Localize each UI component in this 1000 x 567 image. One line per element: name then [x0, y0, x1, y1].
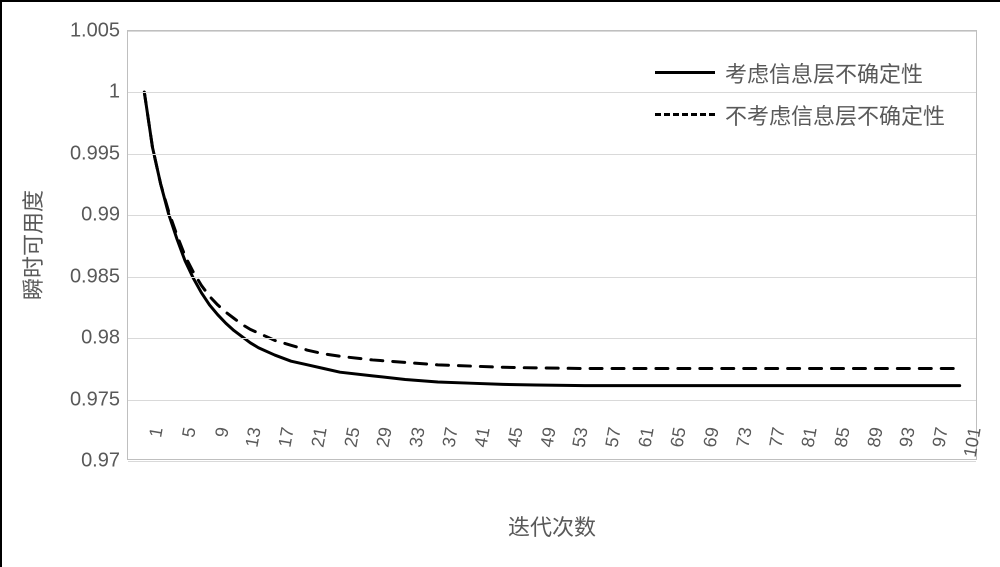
legend-item: 考虑信息层不确定性	[655, 57, 945, 89]
plot-area: 考虑信息层不确定性不考虑信息层不确定性 0.970.9750.980.9850.…	[127, 30, 977, 460]
y-tick-label: 0.975	[70, 388, 128, 411]
y-tick-label: 0.97	[81, 450, 128, 473]
legend-label: 不考虑信息层不确定性	[725, 99, 945, 131]
legend: 考虑信息层不确定性不考虑信息层不确定性	[655, 57, 945, 141]
legend-label: 考虑信息层不确定性	[725, 57, 923, 89]
legend-swatch	[655, 113, 715, 116]
gridline	[128, 92, 976, 93]
y-tick-label: 0.98	[81, 327, 128, 350]
legend-swatch	[655, 71, 715, 74]
availability-line-chart: 考虑信息层不确定性不考虑信息层不确定性 0.97 0.975 0.98 0.985 0.…	[0, 0, 1000, 567]
x-axis-label: 迭代次数	[508, 510, 596, 542]
y-tick-label: 1	[109, 81, 128, 104]
y-axis-label: 瞬时可用度	[16, 190, 48, 300]
y-tick-label: 0.99	[81, 204, 128, 227]
legend-item: 不考虑信息层不确定性	[655, 99, 945, 131]
gridline	[128, 277, 976, 278]
gridline	[128, 31, 976, 32]
gridline	[128, 215, 976, 216]
gridline	[128, 154, 976, 155]
y-tick-label: 0.985	[70, 265, 128, 288]
y-tick-label: 1.005	[70, 20, 128, 43]
gridline	[128, 400, 976, 401]
gridline	[128, 338, 976, 339]
y-tick-label: 0.995	[70, 142, 128, 165]
